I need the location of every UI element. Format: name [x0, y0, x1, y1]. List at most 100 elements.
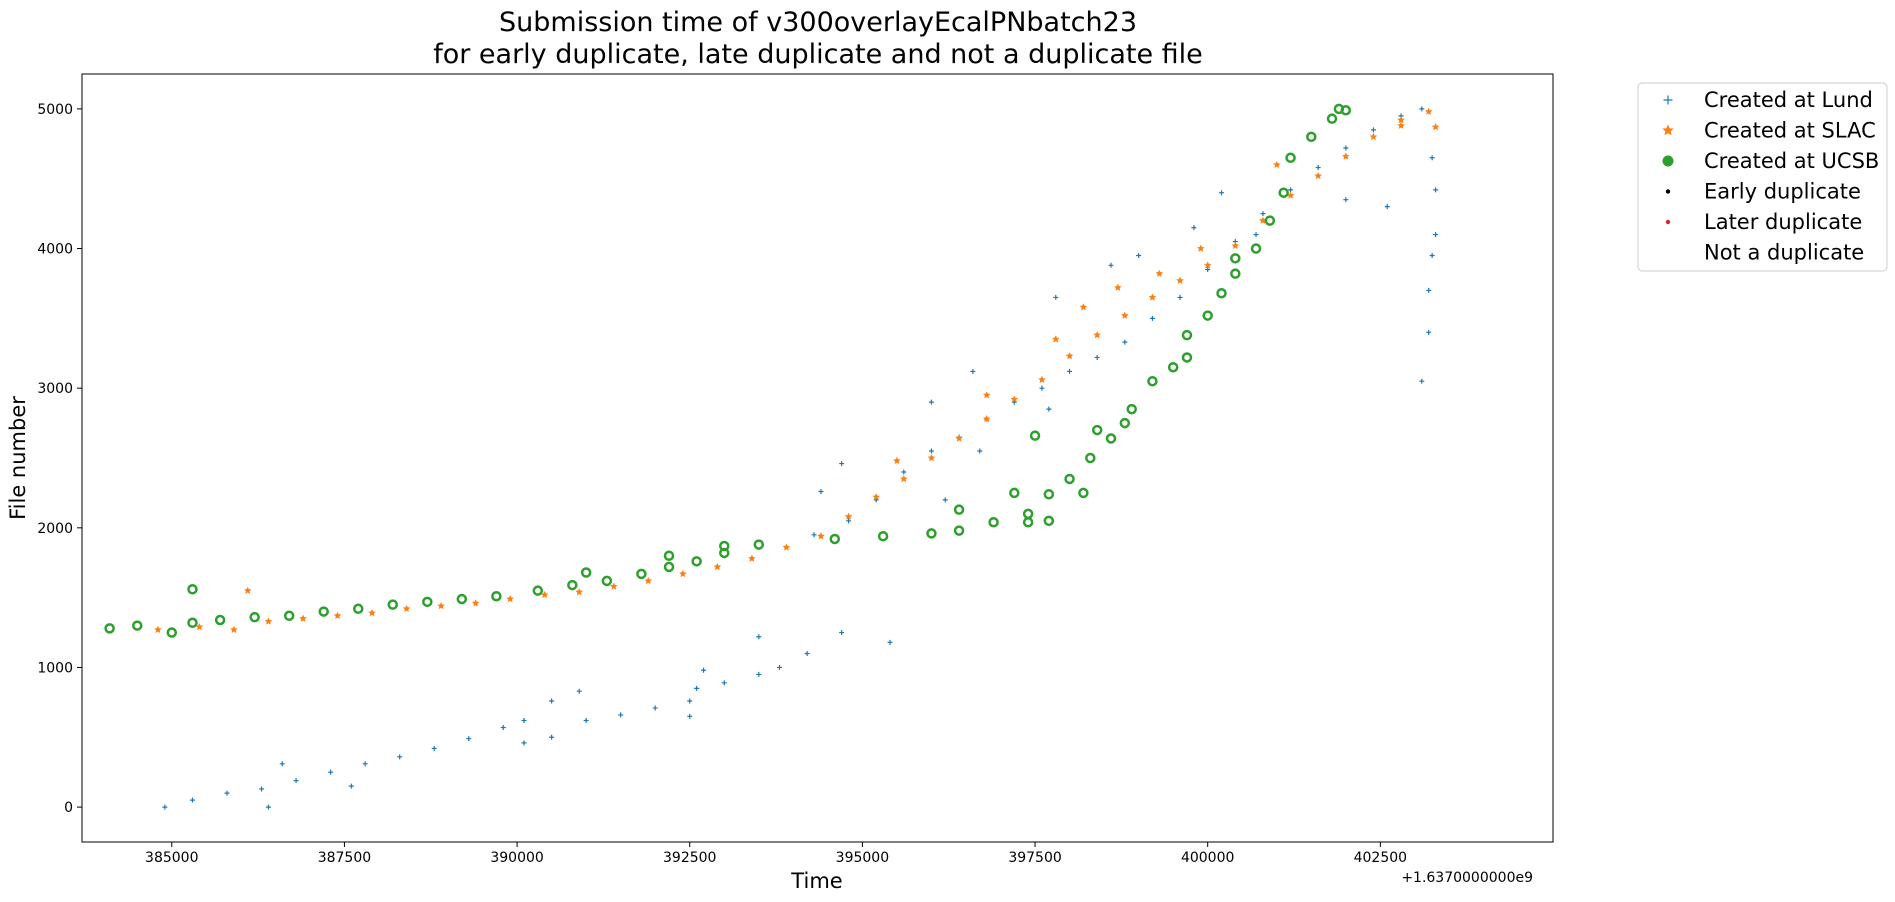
data-point	[500, 724, 506, 730]
data-point	[1119, 417, 1131, 429]
data-point	[259, 786, 265, 792]
data-point	[1093, 330, 1102, 339]
data-point	[540, 590, 549, 599]
data-point	[844, 512, 853, 521]
legend: Created at Lund Created at SLAC Created at…	[1637, 82, 1888, 272]
chart-title: Submission time of v300overlayEcalPNbatc…	[499, 7, 1137, 38]
data-point	[1203, 261, 1212, 269]
legend-label: Later duplicate	[1704, 210, 1862, 234]
data-point	[928, 448, 934, 454]
y-tick-label: 2000	[37, 521, 73, 537]
data-point	[104, 623, 115, 634]
data-point	[1231, 241, 1240, 250]
data-point	[782, 543, 791, 551]
x-axis-label: Time	[790, 869, 842, 893]
data-point	[187, 617, 198, 629]
data-point	[1429, 253, 1435, 259]
data-point	[977, 448, 983, 454]
x-tick-label: 397500	[1008, 850, 1061, 866]
legend-label: Created at Lund	[1704, 88, 1873, 112]
data-point	[756, 671, 762, 677]
data-point	[1315, 165, 1321, 171]
series-layer	[104, 103, 1440, 810]
data-point	[713, 562, 722, 571]
legend-label: Created at UCSB	[1704, 149, 1879, 173]
data-point	[701, 667, 707, 673]
data-point	[652, 705, 658, 711]
data-point	[456, 593, 468, 605]
data-point	[224, 790, 230, 796]
data-point	[131, 620, 143, 631]
data-point	[283, 610, 295, 622]
data-point	[153, 625, 162, 634]
data-point	[1094, 354, 1100, 360]
data-point	[1078, 487, 1089, 499]
data-point	[804, 650, 810, 656]
data-point	[618, 712, 624, 718]
y-tick-label: 1000	[37, 660, 73, 676]
data-point	[719, 540, 730, 552]
data-point	[846, 518, 852, 524]
data-point	[1285, 152, 1296, 164]
data-point	[352, 603, 364, 615]
legend-label: Early duplicate	[1704, 180, 1861, 204]
data-point	[1397, 121, 1406, 130]
data-point	[928, 399, 934, 405]
data-point	[318, 606, 329, 617]
data-point	[953, 504, 965, 515]
data-point	[927, 453, 936, 462]
data-point	[1039, 385, 1045, 391]
data-point	[1341, 152, 1350, 160]
data-point	[506, 594, 515, 603]
data-point	[195, 622, 204, 631]
data-point	[187, 584, 198, 595]
data-point	[1250, 243, 1262, 254]
y-tick-label: 4000	[37, 242, 73, 258]
data-point	[333, 611, 342, 620]
legend-marker	[1662, 155, 1674, 167]
y-axis-label: File number	[6, 396, 30, 520]
y-tick-label: 5000	[37, 102, 73, 118]
data-point	[1037, 375, 1046, 384]
x-tick-label: 402500	[1354, 850, 1407, 866]
data-point	[636, 568, 647, 580]
data-point	[1370, 127, 1376, 133]
plot-area	[81, 73, 1554, 843]
data-point	[1253, 232, 1259, 238]
data-point	[265, 804, 271, 810]
data-point	[1202, 310, 1213, 321]
data-point	[1278, 187, 1289, 198]
data-point	[387, 599, 399, 610]
data-point	[901, 469, 907, 475]
data-point	[1424, 107, 1433, 116]
data-point	[1230, 268, 1241, 279]
data-point	[243, 586, 252, 595]
data-point	[166, 627, 178, 638]
data-point	[576, 688, 582, 694]
data-point	[397, 754, 403, 760]
data-point	[532, 585, 544, 596]
data-point	[521, 718, 527, 724]
data-point	[687, 713, 693, 719]
data-point	[1343, 145, 1349, 151]
data-point	[777, 664, 783, 670]
data-point	[1177, 294, 1183, 300]
data-point	[1136, 253, 1142, 259]
data-point	[1053, 294, 1059, 300]
data-point	[279, 761, 285, 767]
data-point	[1264, 215, 1276, 226]
data-point	[829, 533, 841, 545]
chart-subtitle: for early duplicate, late duplicate and …	[433, 39, 1203, 70]
data-point	[1029, 430, 1041, 441]
x-axis: 385000 387500 390000 392500 395000 397500 4000…	[145, 842, 1407, 866]
y-tick-label: 3000	[37, 381, 73, 397]
x-offset-label: +1.6370000000e9	[1401, 870, 1533, 886]
legend-marker	[1665, 189, 1671, 194]
x-tick-label: 387500	[318, 850, 371, 866]
data-point	[1205, 266, 1211, 272]
data-point	[818, 489, 824, 495]
data-point	[521, 740, 527, 746]
data-point	[1043, 489, 1055, 500]
series-created-at-lund	[162, 106, 1439, 810]
data-point	[1167, 361, 1179, 373]
